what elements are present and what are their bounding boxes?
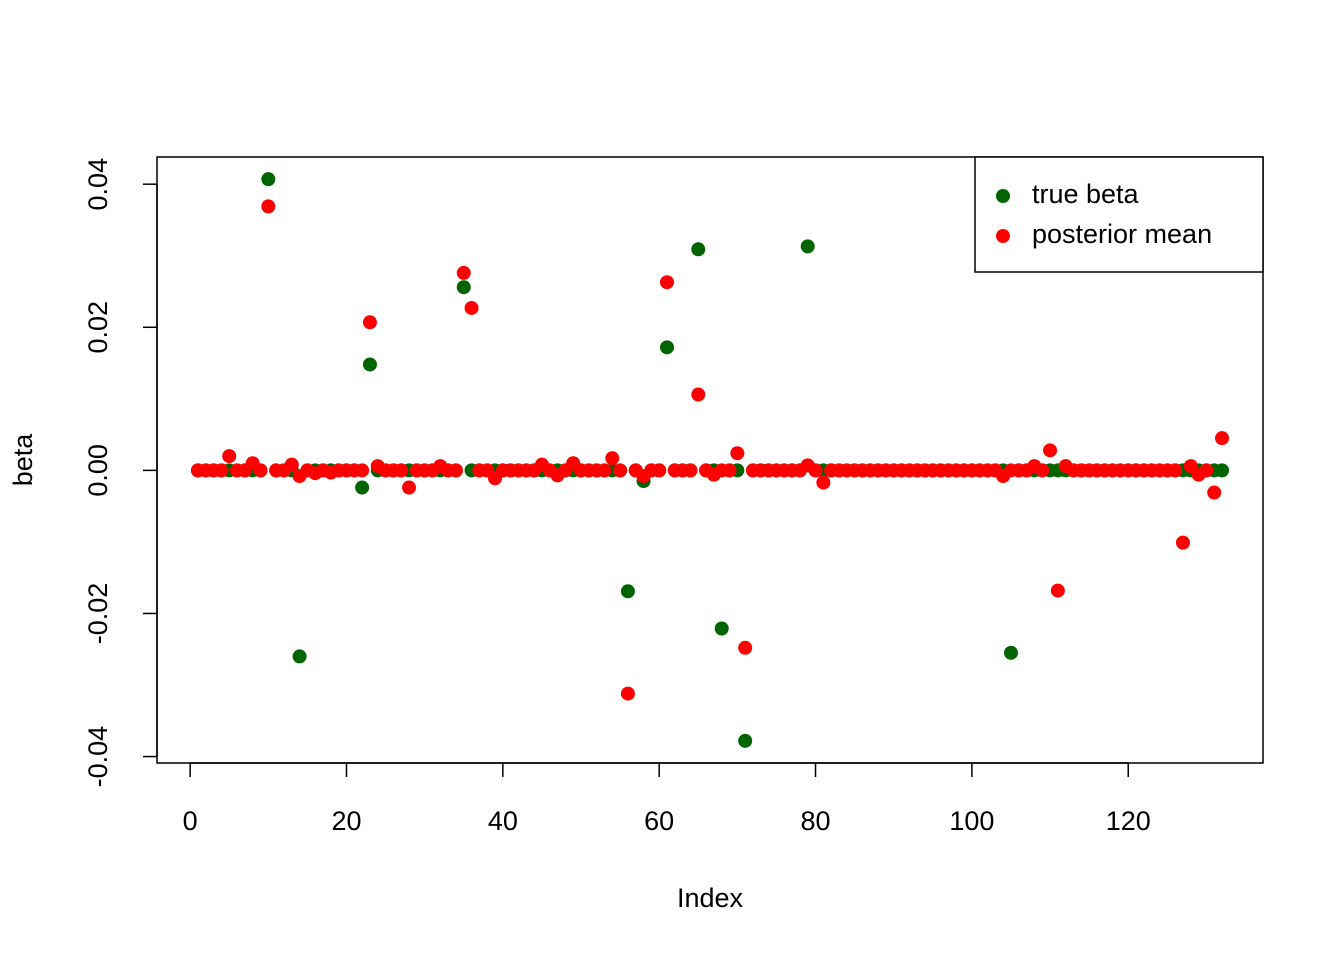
x-tick-label: 20 — [331, 806, 361, 836]
legend-label: true beta — [1032, 179, 1140, 209]
point — [355, 463, 370, 478]
point — [261, 199, 276, 214]
point — [597, 463, 612, 478]
point — [1199, 463, 1214, 478]
point — [691, 387, 706, 402]
point — [284, 457, 299, 472]
legend-label: posterior mean — [1032, 219, 1212, 249]
point — [1207, 485, 1222, 500]
point — [261, 172, 276, 187]
point — [362, 315, 377, 330]
y-tick-label: -0.02 — [83, 583, 113, 645]
point — [1215, 463, 1230, 478]
point — [1035, 463, 1050, 478]
point — [691, 242, 706, 257]
point — [605, 451, 620, 466]
point — [660, 340, 675, 355]
point — [613, 463, 628, 478]
point — [253, 463, 268, 478]
point — [808, 463, 823, 478]
point — [1168, 463, 1183, 478]
x-tick-label: 80 — [801, 806, 831, 836]
point — [714, 621, 729, 636]
point — [652, 463, 667, 478]
point — [464, 300, 479, 315]
y-tick-label: 0.02 — [83, 301, 113, 354]
point — [1215, 431, 1230, 446]
point — [738, 733, 753, 748]
x-tick-label: 60 — [644, 806, 674, 836]
legend-box — [974, 156, 1264, 273]
point — [620, 686, 635, 701]
y-axis-label: beta — [8, 433, 38, 487]
point — [402, 480, 417, 495]
point — [722, 463, 737, 478]
point — [456, 280, 471, 295]
point — [394, 463, 409, 478]
point — [620, 584, 635, 599]
x-tick-label: 0 — [183, 806, 198, 836]
point — [800, 239, 815, 254]
point — [738, 640, 753, 655]
x-tick-label: 40 — [488, 806, 518, 836]
point — [362, 357, 377, 372]
point — [456, 265, 471, 280]
y-tick-label: 0.00 — [83, 444, 113, 497]
point — [1050, 583, 1065, 598]
legend-marker — [996, 189, 1010, 203]
x-axis-label: Index — [677, 883, 744, 913]
point — [730, 446, 745, 461]
point — [214, 463, 229, 478]
point — [355, 480, 370, 495]
legend-marker — [996, 229, 1010, 243]
point — [1003, 645, 1018, 660]
x-tick-label: 120 — [1106, 806, 1151, 836]
point — [292, 649, 307, 664]
point — [1043, 443, 1058, 458]
point — [816, 475, 831, 490]
point — [222, 449, 237, 464]
x-tick-label: 100 — [949, 806, 994, 836]
y-tick-label: 0.04 — [83, 158, 113, 211]
point — [660, 275, 675, 290]
point — [448, 463, 463, 478]
y-tick-label: -0.04 — [83, 726, 113, 788]
point — [1175, 535, 1190, 550]
point — [683, 463, 698, 478]
